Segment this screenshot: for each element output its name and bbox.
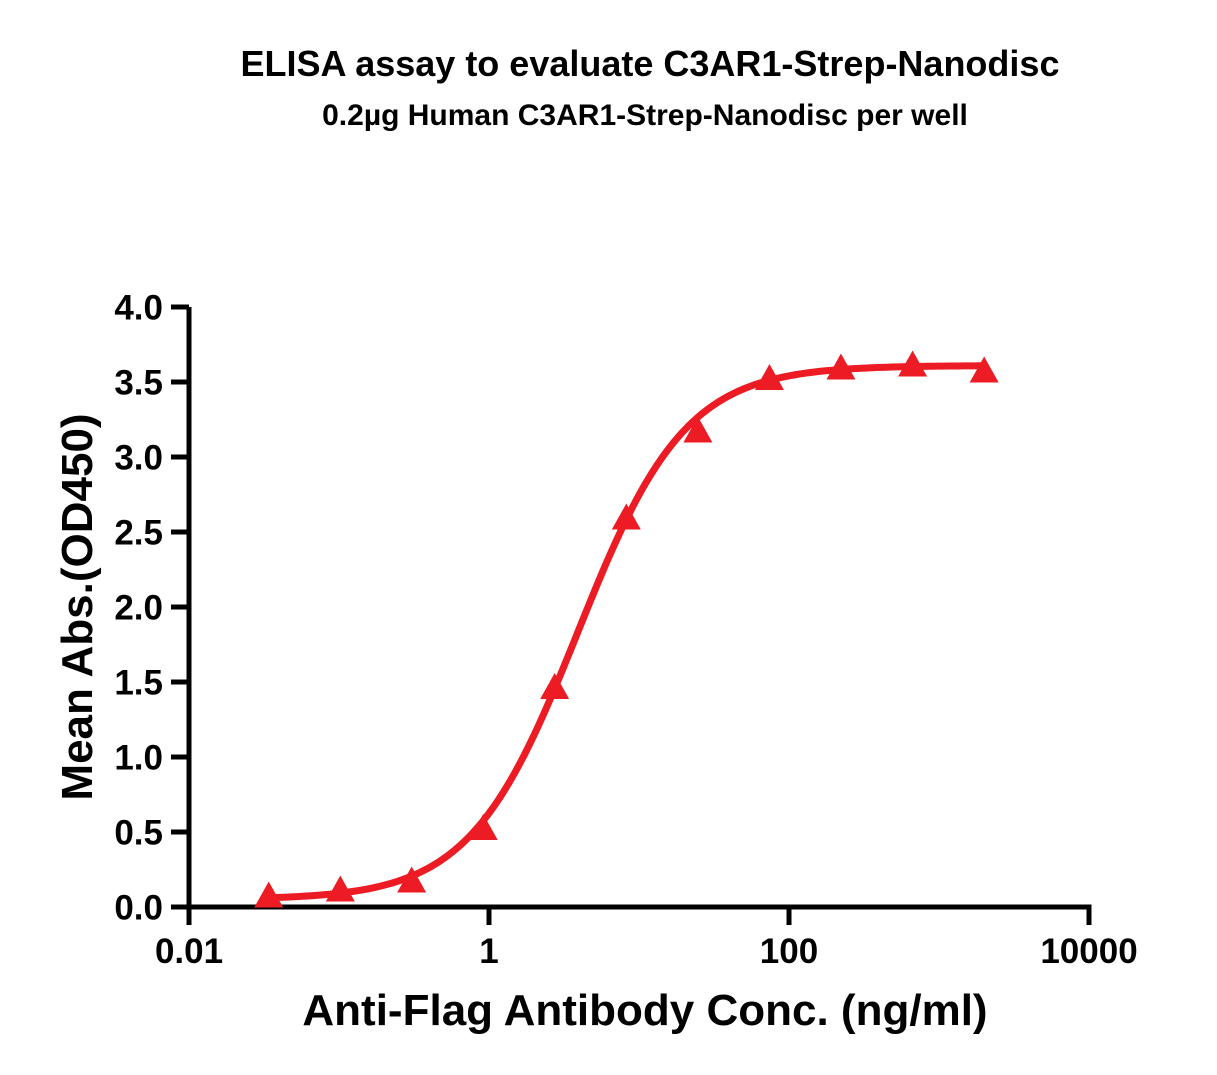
fit-curve-group	[265, 362, 988, 902]
y-tick-label: 1.0	[114, 739, 163, 778]
y-tick-label: 3.5	[114, 364, 163, 403]
y-tick-label: 4.0	[114, 289, 163, 328]
axes	[171, 304, 1092, 925]
x-tick-label: 0.01	[155, 932, 223, 971]
data-point-marker	[468, 814, 498, 840]
data-point-markers	[254, 350, 999, 908]
data-point-marker	[325, 875, 355, 902]
data-point-marker	[826, 353, 856, 380]
y-tick-label: 0.0	[114, 889, 163, 928]
x-axis-label: Anti-Flag Antibody Conc. (ng/ml)	[302, 986, 987, 1035]
y-tick-label: 3.0	[114, 439, 163, 478]
data-point-marker	[683, 416, 713, 443]
data-point-marker	[898, 350, 928, 377]
chart-title: ELISA assay to evaluate C3AR1-Strep-Nano…	[241, 43, 1060, 84]
x-tick-label: 100	[760, 932, 818, 971]
data-point-marker	[611, 503, 641, 530]
y-tick-label: 1.5	[114, 664, 163, 703]
y-axis-label: Mean Abs.(OD450)	[53, 413, 102, 800]
x-tick-label: 1	[479, 932, 498, 971]
y-tick-label: 0.5	[114, 814, 163, 853]
y-tick-label: 2.0	[114, 589, 163, 628]
y-tick-label: 2.5	[114, 514, 163, 553]
data-point-marker	[397, 866, 427, 893]
tick-labels: 0.01 1 100 10000 0.0 0.5 1.0 1.5 2.0 2.5 3.0 3.5 4.0	[114, 289, 1137, 972]
chart-subtitle: 0.2µg Human C3AR1-Strep-Nanodisc per wel…	[322, 99, 968, 132]
data-point-marker	[754, 364, 784, 390]
data-point-marker	[254, 881, 284, 908]
data-point-marker	[969, 356, 999, 383]
data-point-marker	[540, 673, 570, 699]
x-tick-label: 10000	[1040, 932, 1137, 971]
fit-curve	[265, 362, 988, 902]
